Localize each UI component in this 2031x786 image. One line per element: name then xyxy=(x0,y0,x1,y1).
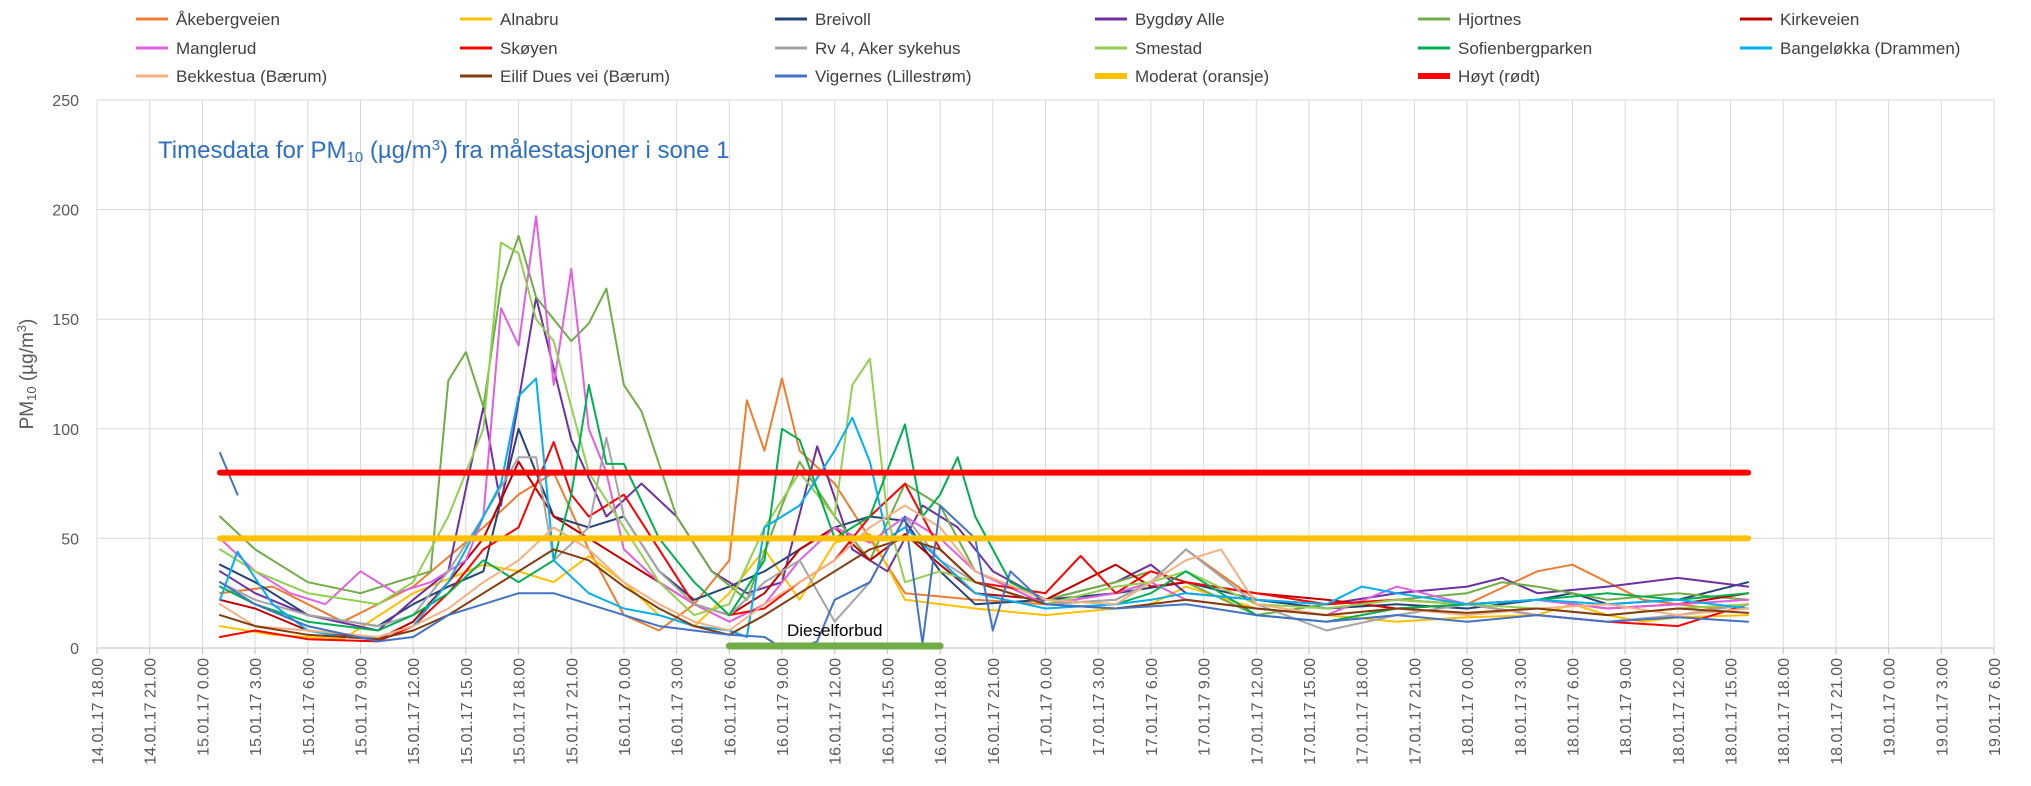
x-tick-29: 18.01.17 9.00 xyxy=(1618,658,1635,756)
x-tick-3: 15.01.17 3.00 xyxy=(248,658,265,756)
legend-label-7: Skøyen xyxy=(500,39,558,58)
series-line-9 xyxy=(219,241,1750,617)
text-part-post: ) fra målestasjoner i sone 1 xyxy=(440,137,729,164)
x-tick-0: 14.01.17 18.00 xyxy=(90,658,107,765)
x-tick-24: 17.01.17 18.00 xyxy=(1355,658,1372,765)
y-tick-3: 150 xyxy=(52,312,79,329)
y-tick-labels: 0 50 100 150 200 250 xyxy=(52,93,79,658)
legend-label-6: Manglerud xyxy=(176,39,256,58)
x-tick-27: 18.01.17 3.00 xyxy=(1513,658,1530,756)
chart-title: Timesdata for PM10 (µg/m3) fra målestasj… xyxy=(158,137,730,166)
series-line-11 xyxy=(219,377,1750,638)
x-tick-labels: 14.01.17 18.00 14.01.17 21.00 15.01.17 0.0… xyxy=(90,658,2004,765)
legend-label-2: Breivoll xyxy=(815,10,871,29)
text-part-sub: 10 xyxy=(24,386,39,400)
legend: Åkebergveien Alnabru Breivoll Bygdøy Alle Hj… xyxy=(136,10,1960,86)
y-tick-4: 200 xyxy=(52,203,79,220)
series-lines xyxy=(217,215,1752,649)
text-part-sup: 3 xyxy=(14,325,29,332)
x-tick-33: 18.01.17 21.00 xyxy=(1829,658,1846,765)
legend-label-14: Vigernes (Lillestrøm) xyxy=(815,67,972,86)
y-axis-label: PM10 (µg/m3) xyxy=(14,319,40,430)
legend-label-10: Sofienbergparken xyxy=(1458,39,1592,58)
text-part-sup: 3 xyxy=(432,137,440,154)
legend-label-8: Rv 4, Aker sykehus xyxy=(815,39,961,58)
series-line-13 xyxy=(219,537,1750,641)
annotation-group: Dieselforbud xyxy=(725,621,944,650)
text-part-sub: 10 xyxy=(347,149,364,166)
legend-label-12: Bekkestua (Bærum) xyxy=(176,67,327,86)
x-tick-35: 19.01.17 3.00 xyxy=(1934,658,1951,756)
x-tick-15: 16.01.17 15.00 xyxy=(880,658,897,765)
text-part-mid: (µg/m xyxy=(17,332,38,386)
x-tick-25: 17.01.17 21.00 xyxy=(1407,658,1424,765)
x-tick-30: 18.01.17 12.00 xyxy=(1671,658,1688,765)
x-tick-6: 15.01.17 12.00 xyxy=(406,658,423,765)
text-part-pre: Timesdata for PM xyxy=(158,137,347,164)
x-tick-22: 17.01.17 12.00 xyxy=(1249,658,1266,765)
x-tick-18: 17.01.17 0.00 xyxy=(1039,658,1056,756)
legend-label-0: Åkebergveien xyxy=(176,10,280,29)
x-tick-28: 18.01.17 6.00 xyxy=(1565,658,1582,756)
x-tick-8: 15.01.17 18.00 xyxy=(512,658,529,765)
x-tick-23: 17.01.17 15.00 xyxy=(1302,658,1319,765)
x-tick-34: 19.01.17 0.00 xyxy=(1882,658,1899,756)
legend-label-15: Moderat (oransje) xyxy=(1135,67,1269,86)
legend-label-4: Hjortnes xyxy=(1458,10,1521,29)
legend-label-5: Kirkeveien xyxy=(1780,10,1859,29)
x-tick-21: 17.01.17 9.00 xyxy=(1197,658,1214,756)
y-tick-0: 0 xyxy=(70,641,79,658)
x-tick-1: 14.01.17 21.00 xyxy=(143,658,160,765)
x-tick-26: 18.01.17 0.00 xyxy=(1460,658,1477,756)
legend-label-11: Bangeløkka (Drammen) xyxy=(1780,39,1960,58)
y-tick-5: 250 xyxy=(52,93,79,110)
legend-label-1: Alnabru xyxy=(500,10,559,29)
x-tick-31: 18.01.17 15.00 xyxy=(1724,658,1741,765)
x-tick-32: 18.01.17 18.00 xyxy=(1776,658,1793,765)
x-tick-36: 19.01.17 6.00 xyxy=(1987,658,2004,756)
x-tick-11: 16.01.17 3.00 xyxy=(670,658,687,756)
dieselforbud-label: Dieselforbud xyxy=(787,621,882,640)
series-line-3 xyxy=(219,296,1750,632)
x-tick-4: 15.01.17 6.00 xyxy=(301,658,318,756)
legend-label-9: Smestad xyxy=(1135,39,1202,58)
x-tick-12: 16.01.17 6.00 xyxy=(722,658,739,756)
x-tick-13: 16.01.17 9.00 xyxy=(775,658,792,756)
series-line-8 xyxy=(219,436,1750,632)
y-tick-2: 100 xyxy=(52,422,79,439)
text-part-mid: (µg/m xyxy=(363,137,432,164)
x-tick-16: 16.01.17 18.00 xyxy=(933,658,950,765)
text-part-post: ) xyxy=(17,319,38,325)
x-tick-2: 15.01.17 0.00 xyxy=(195,658,212,756)
series-line-15 xyxy=(219,504,1750,649)
text-part-pre: PM xyxy=(17,401,38,430)
x-tick-14: 16.01.17 12.00 xyxy=(828,658,845,765)
y-tick-1: 50 xyxy=(61,531,79,548)
x-tick-20: 17.01.17 6.00 xyxy=(1144,658,1161,756)
x-tick-5: 15.01.17 9.00 xyxy=(353,658,370,756)
legend-label-16: Høyt (rødt) xyxy=(1458,67,1540,86)
x-tick-17: 16.01.17 21.00 xyxy=(986,658,1003,765)
legend-label-13: Eilif Dues vei (Bærum) xyxy=(500,67,670,86)
legend-label-3: Bygdøy Alle xyxy=(1135,10,1225,29)
x-tick-7: 15.01.17 15.00 xyxy=(459,658,476,765)
x-tick-19: 17.01.17 3.00 xyxy=(1091,658,1108,756)
x-tick-9: 15.01.17 21.00 xyxy=(564,658,581,765)
x-tick-10: 16.01.17 0.00 xyxy=(617,658,634,756)
